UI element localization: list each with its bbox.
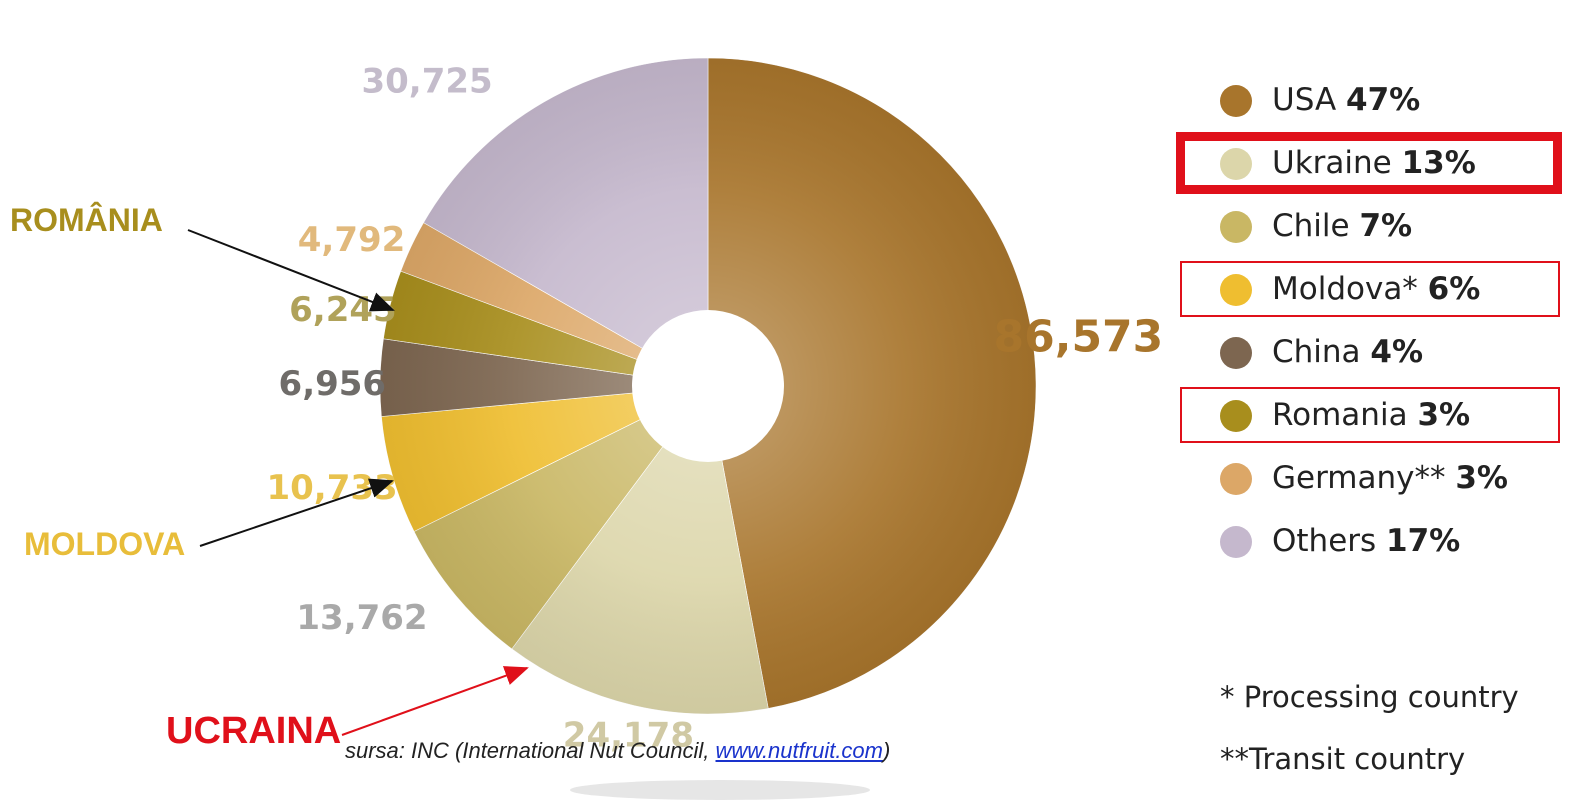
- legend-label: USA 47%: [1272, 82, 1421, 118]
- ucraina-arrow: [341, 666, 529, 736]
- legend-label: Romania 3%: [1272, 397, 1471, 433]
- legend-item-germany: Germany** 3%: [1180, 456, 1576, 502]
- legend-item-moldova: Moldova* 6%: [1180, 261, 1576, 317]
- value-label-china: 6,956: [279, 364, 387, 404]
- pie-slices: [379, 57, 1037, 715]
- legend-swatch: [1220, 400, 1252, 432]
- legend-label: Chile 7%: [1272, 208, 1413, 244]
- legend-swatch: [1220, 85, 1252, 117]
- romania-arrow: [187, 229, 395, 312]
- romania-callout: ROMÂNIA: [10, 202, 163, 238]
- highlight-box: [1176, 132, 1562, 194]
- processing-note: * Processing country: [1220, 680, 1519, 714]
- legend-item-usa: USA 47%: [1180, 78, 1576, 124]
- legend-swatch: [1220, 211, 1252, 243]
- legend-item-chile: Chile 7%: [1180, 204, 1576, 250]
- highlight-box: [1180, 261, 1560, 317]
- legend-item-china: China 4%: [1180, 330, 1576, 376]
- legend-item-ukraine: Ukraine 13%: [1176, 132, 1576, 194]
- value-label-others: 30,725: [361, 62, 492, 102]
- donut-hole: [632, 310, 784, 462]
- legend-label: Germany** 3%: [1272, 460, 1508, 496]
- moldova-arrow: [199, 478, 394, 547]
- value-label-germany: 4,792: [298, 220, 406, 260]
- source-suffix: ): [883, 738, 891, 763]
- value-labels: 86,57324,17813,76210,7336,9566,2454,7923…: [266, 62, 1163, 756]
- value-label-usa: 86,573: [994, 312, 1164, 363]
- legend-item-others: Others 17%: [1180, 519, 1576, 565]
- legend-label: China 4%: [1272, 334, 1424, 370]
- legend-swatch: [1220, 337, 1252, 369]
- value-label-romania: 6,245: [289, 290, 397, 330]
- legend-swatch: [1220, 274, 1252, 306]
- ucraina-callout: UCRAINA: [166, 710, 342, 752]
- legend-swatch: [1220, 148, 1252, 180]
- value-label-ukraine: 24,178: [563, 715, 694, 755]
- source-note: sursa: INC (International Nut Council, w…: [345, 738, 890, 764]
- moldova-callout: MOLDOVA: [24, 526, 186, 562]
- value-label-chile: 13,762: [296, 598, 427, 638]
- source-prefix: sursa: INC (International Nut Council,: [345, 738, 716, 763]
- transit-note: **Transit country: [1220, 742, 1466, 776]
- chart-legend: USA 47% Ukraine 13% Chile 7% Moldova* 6%…: [1176, 78, 1576, 776]
- legend-label: Moldova* 6%: [1272, 271, 1481, 307]
- legend-label: Others 17%: [1272, 523, 1461, 559]
- callout-arrows: [187, 229, 529, 736]
- source-link[interactable]: www.nutfruit.com: [715, 738, 884, 763]
- legend-swatch: [1220, 463, 1252, 495]
- chart-shadow: [570, 780, 870, 800]
- legend-item-romania: Romania 3%: [1180, 387, 1576, 443]
- highlight-box: [1180, 387, 1560, 443]
- legend-label: Ukraine 13%: [1272, 145, 1476, 181]
- legend-swatch: [1220, 526, 1252, 558]
